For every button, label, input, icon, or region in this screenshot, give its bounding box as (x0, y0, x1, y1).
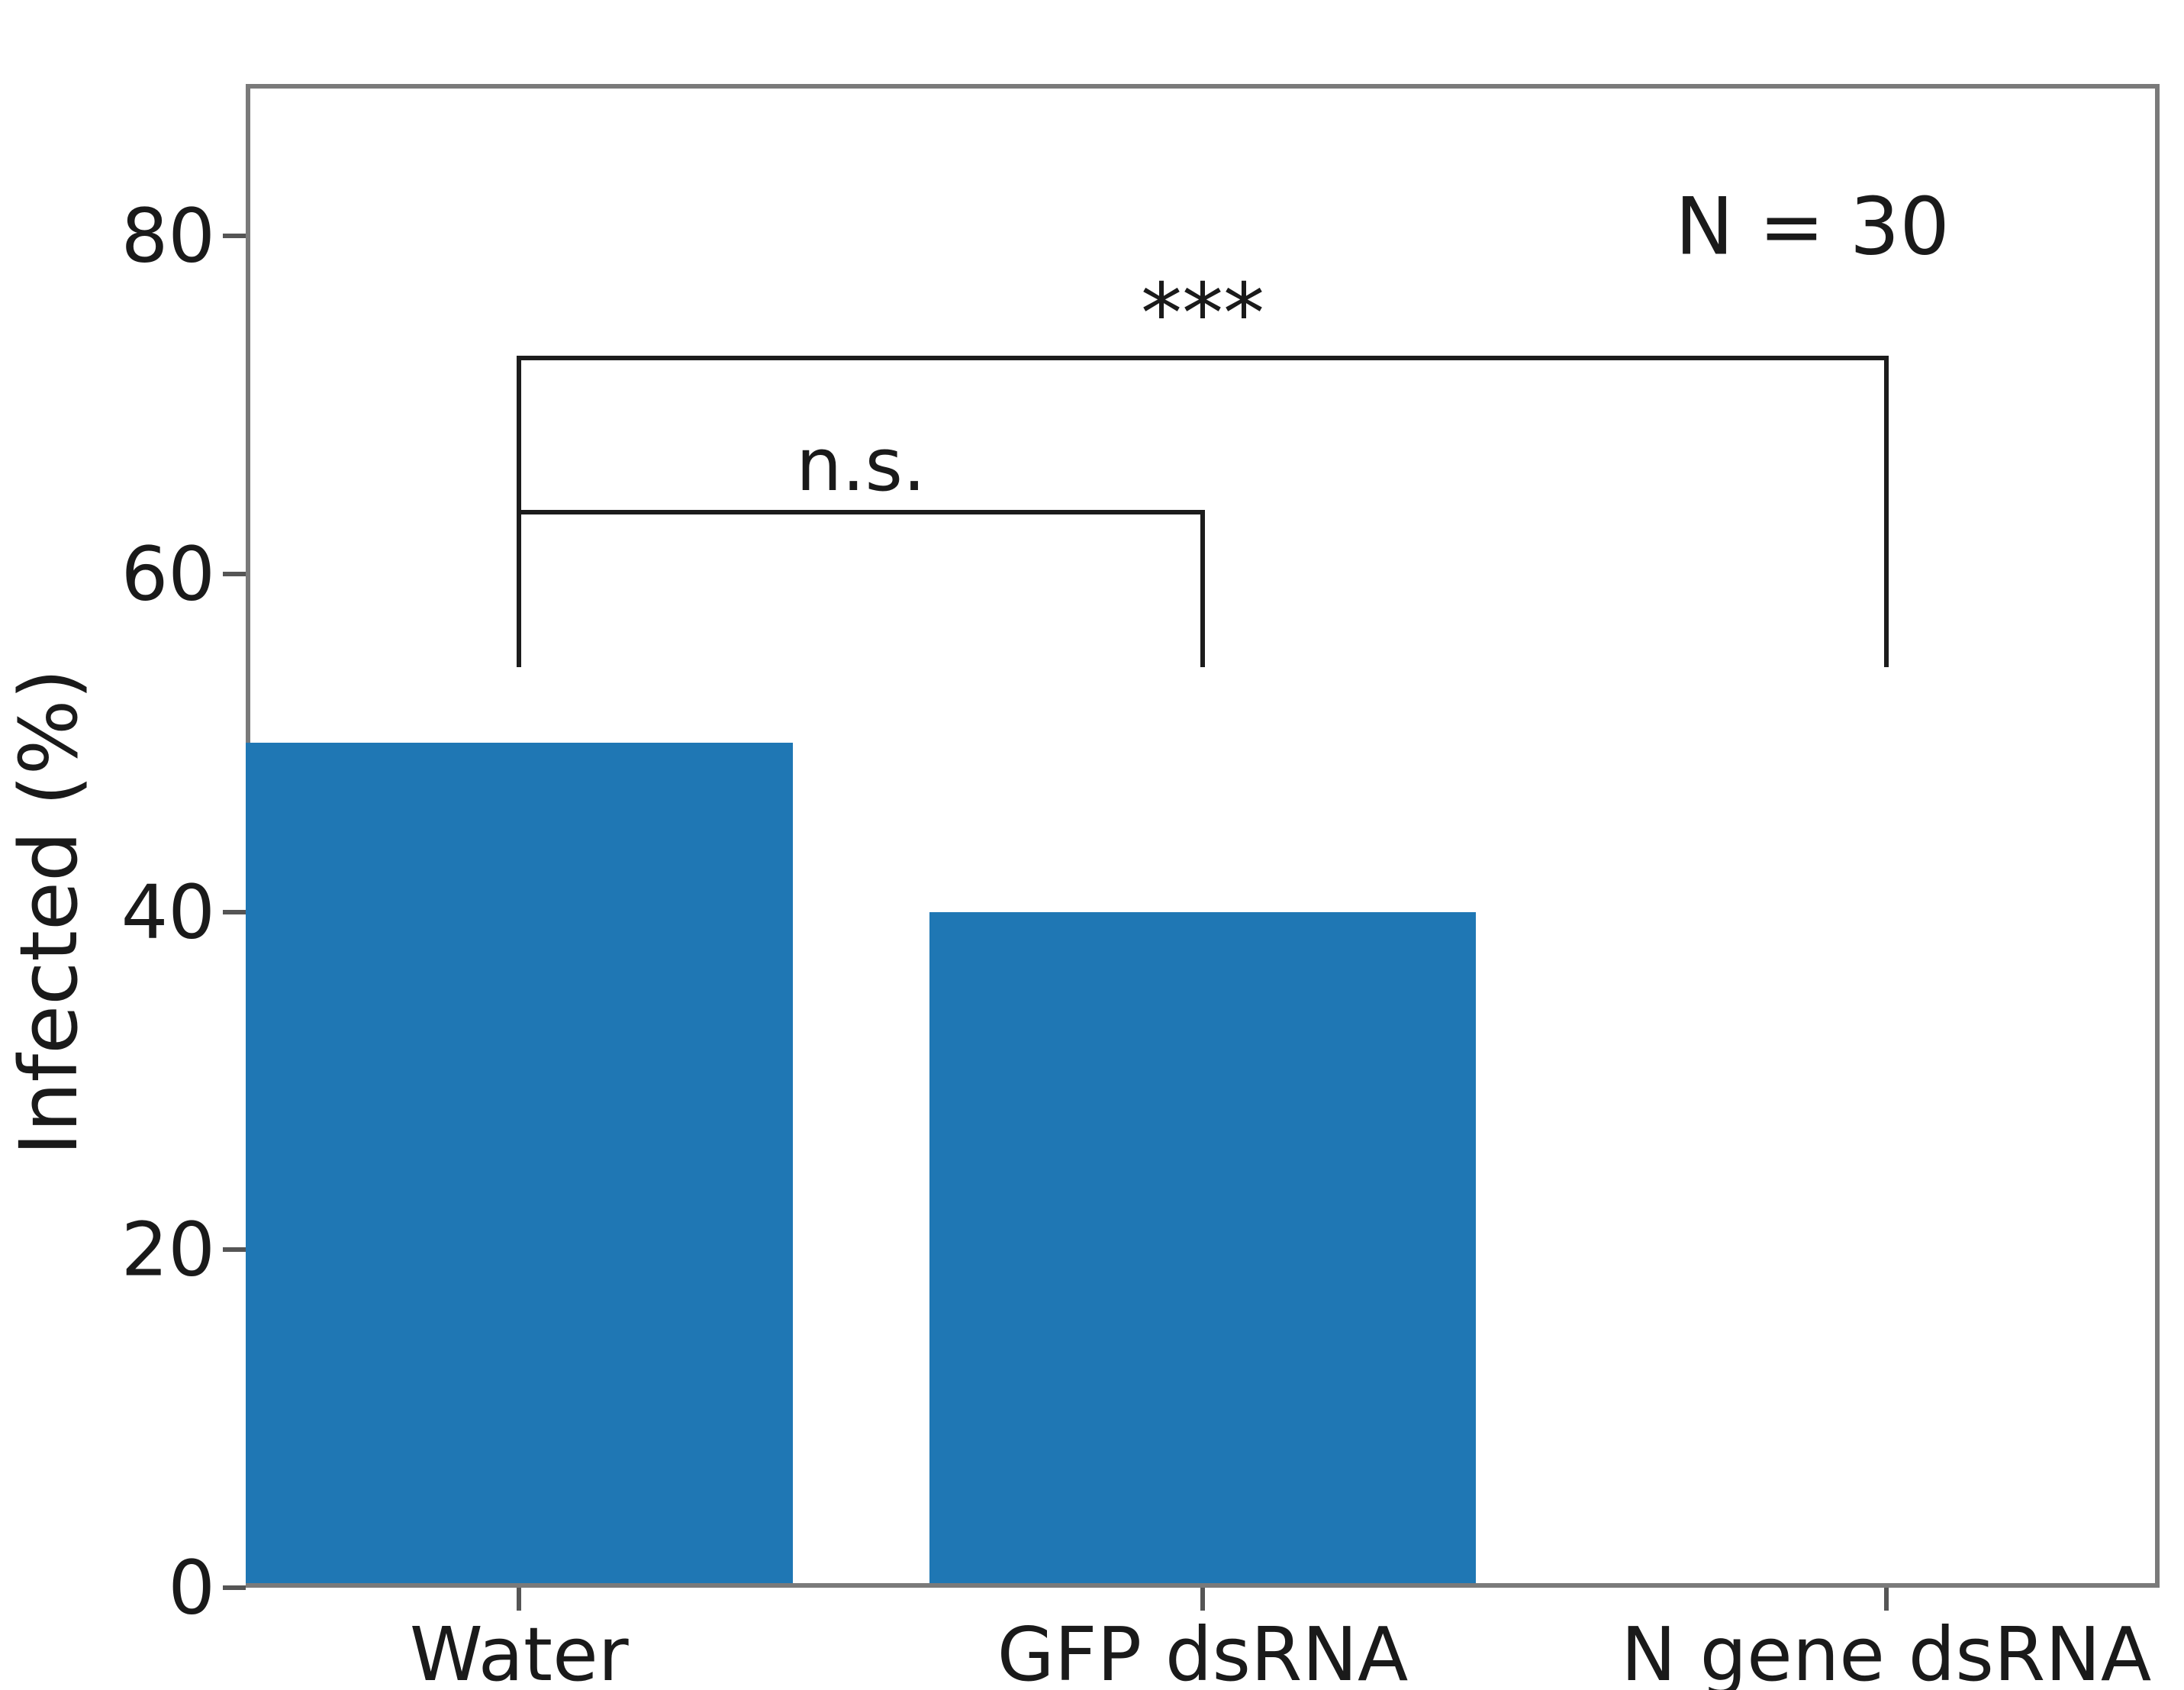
bar-gfp-dsrna (929, 911, 1477, 1583)
x-tick-0 (517, 1588, 522, 1611)
bar-water (246, 743, 793, 1583)
y-tick-label-60: 60 (121, 531, 215, 618)
bracket-0-bar (517, 509, 1205, 514)
bracket-1-left-drop (517, 356, 522, 667)
y-tick-label-20: 20 (121, 1206, 215, 1293)
x-tick-2 (1883, 1588, 1889, 1611)
y-tick-label-40: 40 (121, 869, 215, 956)
x-tick-1 (1200, 1588, 1205, 1611)
y-tick-20 (223, 1247, 246, 1253)
x-tick-label-2: N gene dsRNA (1621, 1611, 2152, 1690)
y-tick-label-80: 80 (121, 192, 215, 279)
y-tick-0 (223, 1585, 246, 1590)
y-tick-label-0: 0 (168, 1544, 215, 1631)
bracket-0-label: n.s. (796, 423, 926, 508)
y-tick-80 (223, 234, 246, 239)
y-tick-40 (223, 909, 246, 914)
bracket-0-right-drop (1200, 509, 1205, 667)
bracket-1-bar (517, 356, 1889, 361)
bracket-1-right-drop (1883, 356, 1889, 667)
sample-size-annotation: N = 30 (1675, 181, 1950, 273)
x-tick-label-1: GFP dsRNA (997, 1611, 1409, 1690)
y-tick-60 (223, 571, 246, 576)
bracket-1-label: *** (1141, 266, 1264, 363)
x-tick-label-0: Water (409, 1611, 629, 1690)
